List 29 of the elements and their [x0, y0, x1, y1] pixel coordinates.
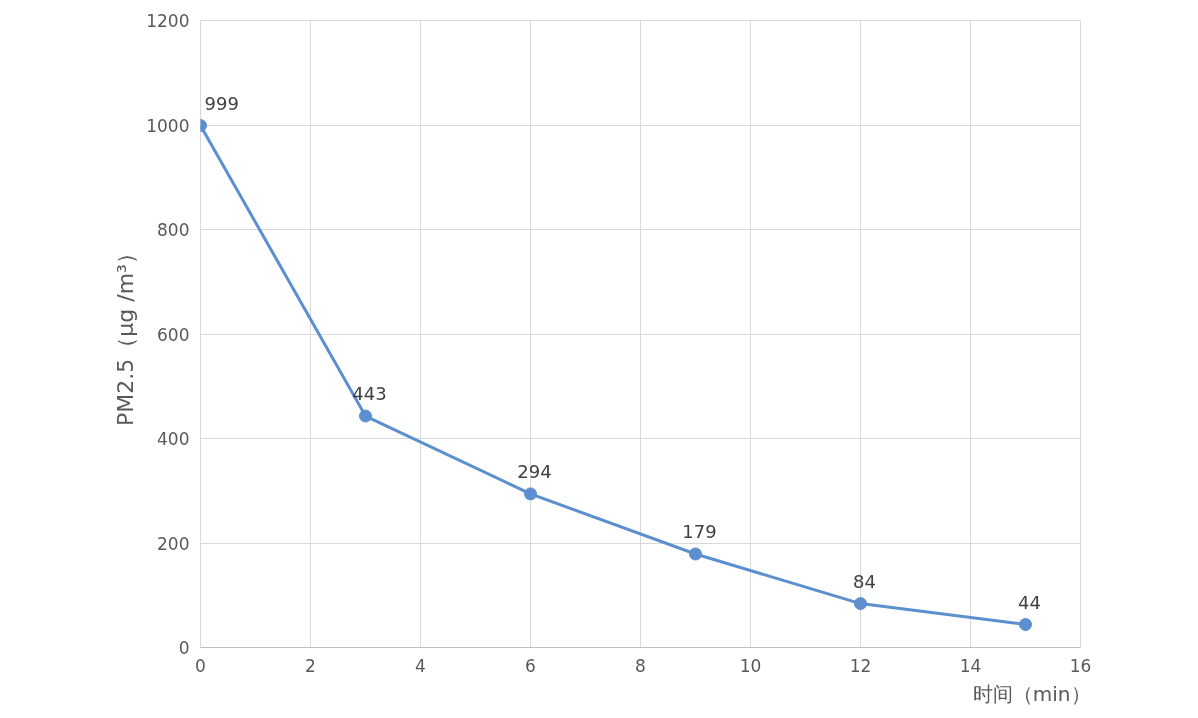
y-tick-label: 0 — [178, 638, 190, 658]
x-tick-label: 4 — [415, 655, 426, 676]
x-tick-label: 6 — [525, 655, 536, 676]
point — [854, 597, 867, 611]
data-label: 84 — [853, 570, 876, 592]
data-label: 443 — [352, 383, 387, 405]
point — [359, 409, 372, 423]
x-tick-label: 16 — [1069, 655, 1092, 676]
y-tick-label: 1200 — [146, 11, 190, 31]
data-label: 179 — [682, 520, 717, 542]
x-axis-title: 时间（min） — [972, 681, 1091, 706]
y-tick-label: 400 — [157, 429, 190, 449]
point — [1019, 618, 1032, 631]
data-label: 294 — [517, 460, 552, 482]
point — [524, 487, 537, 501]
y-tick-label: 600 — [157, 324, 190, 345]
x-tick-label: 0 — [195, 655, 206, 676]
y-axis-title: PM2.5（μg /m³） — [113, 242, 139, 426]
y-tick-label: 200 — [157, 533, 190, 554]
x-tick-label: 8 — [635, 655, 646, 676]
x-tick-label: 2 — [305, 655, 316, 676]
x-tick-label: 12 — [849, 655, 872, 676]
x-tick-label: 14 — [959, 655, 982, 676]
x-tick-label: 10 — [739, 655, 762, 676]
data-label: 44 — [1018, 591, 1041, 613]
y-tick-label: 1000 — [146, 115, 190, 136]
y-tick-label: 800 — [157, 220, 190, 240]
point — [689, 547, 702, 561]
data-label: 999 — [204, 92, 239, 114]
